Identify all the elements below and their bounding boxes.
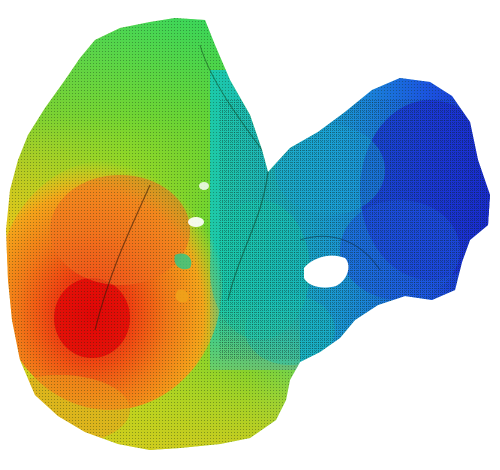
hole: [304, 255, 349, 288]
